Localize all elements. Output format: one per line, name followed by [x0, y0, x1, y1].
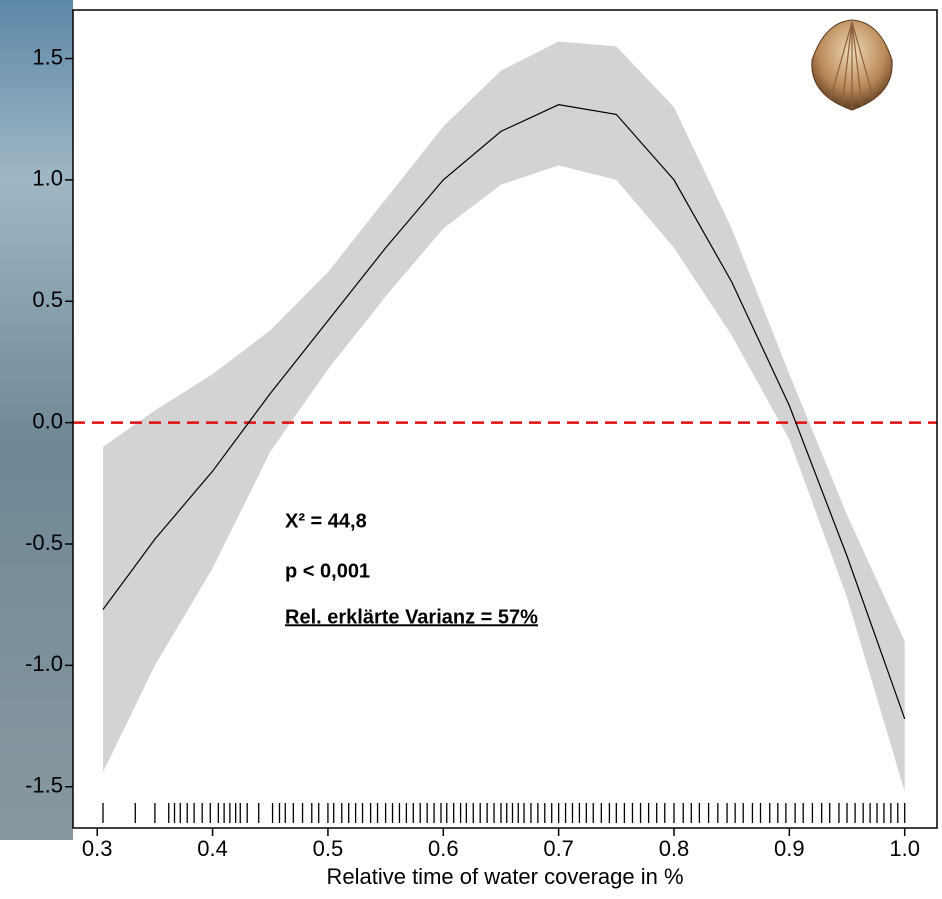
y-tick-label: 1.0: [32, 166, 63, 191]
y-tick-label: 0.0: [32, 408, 63, 433]
shell-ribs: [829, 21, 875, 108]
y-tick-label: -1.0: [25, 651, 63, 676]
x-tick-label: 0.4: [197, 836, 228, 861]
label-area: [0, 840, 942, 894]
annotation: p < 0,001: [285, 560, 370, 582]
confidence-band: [102, 41, 905, 792]
x-axis-label: Relative time of water coverage in %: [326, 864, 683, 889]
annotation: X² = 44,8: [285, 510, 367, 532]
x-tick-label: 1.0: [889, 836, 920, 861]
y-tick-label: 1.5: [32, 44, 63, 69]
y-tick-label: -1.5: [25, 773, 63, 798]
x-tick-label: 0.5: [313, 836, 344, 861]
x-tick-label: 0.3: [82, 836, 113, 861]
x-tick-label: 0.6: [428, 836, 459, 861]
plot-frame: [72, 9, 938, 829]
annotation: Rel. erklärte Varianz = 57%: [285, 606, 538, 628]
fit-line: [102, 104, 906, 719]
background-photo: [0, 0, 73, 894]
x-tick-label: 0.9: [774, 836, 805, 861]
x-tick-label: 0.8: [659, 836, 690, 861]
shell-icon: [811, 19, 893, 111]
y-tick-label: 0.5: [32, 287, 63, 312]
y-tick-label: -0.5: [25, 530, 63, 555]
x-tick-label: 0.7: [543, 836, 574, 861]
